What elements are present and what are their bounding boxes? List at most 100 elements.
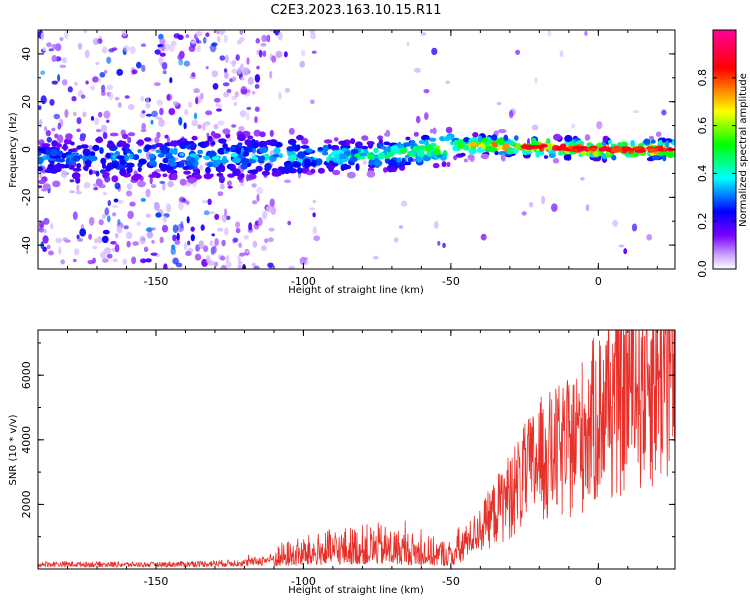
spectrogram-ridge-cell	[132, 154, 140, 161]
spectrogram-ridge-cell	[648, 135, 655, 141]
spectrogram-noise-speckle	[98, 111, 103, 118]
spectrogram-ridge-cell	[137, 149, 142, 154]
spectrogram-noise-speckle	[612, 219, 618, 227]
spectrogram-noise-speckle	[101, 46, 108, 54]
spectrogram-noise-speckle	[256, 194, 260, 202]
spectrogram-noise-speckle	[57, 122, 61, 130]
spectrogram-noise-speckle	[197, 124, 202, 129]
spectrogram-noise-speckle	[139, 235, 146, 245]
spectrogram-ridge-cell	[56, 143, 62, 148]
spectrogram-noise-speckle	[69, 190, 76, 194]
spectrogram-noise-speckle	[154, 136, 160, 144]
spectrogram-noise-speckle	[62, 237, 68, 242]
spectrogram-ridge-cell	[72, 156, 77, 162]
spectrogram-ridge-peak	[657, 147, 664, 152]
spectrogram-noise-speckle	[166, 136, 170, 144]
spectrogram-noise-speckle	[200, 224, 205, 231]
spectrogram-ridge-cell	[317, 167, 325, 174]
spectrogram-noise-speckle	[159, 107, 164, 116]
spectrogram-ticks: -150 -100 -50 0 -40 -20 0 20 40	[20, 29, 675, 288]
spectrogram-y-axis-label: Frequency (Hz)	[8, 112, 19, 188]
spectrogram-noise-speckle	[209, 240, 214, 247]
spectrogram-noise-speckle	[48, 48, 55, 52]
spectrogram-noise-speckle	[406, 41, 410, 47]
spectrogram-ridge-cell	[259, 131, 266, 138]
spectrogram-ridge-cell	[535, 150, 541, 158]
spectrogram-noise-speckle	[100, 251, 107, 259]
spectrogram-noise-speckle	[310, 99, 315, 105]
spectrogram-noise-speckle	[646, 234, 653, 241]
spectrogram-noise-speckle	[227, 185, 233, 189]
spectrogram-noise-speckle	[400, 200, 408, 207]
spectrogram-ridge-cell	[179, 152, 185, 157]
spectrogram-noise-speckle	[181, 198, 187, 202]
spectrogram-noise-speckle	[159, 52, 166, 57]
spectrogram-noise-speckle	[38, 185, 43, 189]
spectrogram-ridge-cell	[38, 179, 46, 184]
spectrogram-ridge-cell	[553, 133, 562, 141]
snr-x-tick-label: 0	[595, 575, 602, 588]
spectrogram-noise-speckle	[203, 245, 209, 253]
spectrogram-ridge-cell	[332, 169, 341, 176]
spectrogram-noise-speckle	[154, 49, 161, 55]
spectrogram-ridge-cell	[68, 148, 76, 153]
spectrogram-y-tick-label: -20	[20, 188, 33, 206]
spectrogram-ridge-cell	[363, 148, 369, 155]
spectrogram-ridge-cell	[468, 148, 477, 155]
spectrogram-ridge-cell	[580, 150, 586, 156]
spectrogram-ridge-cell	[334, 153, 340, 160]
spectrogram-noise-speckle	[45, 130, 51, 137]
spectrogram-noise-speckle	[185, 34, 190, 38]
spectrogram-noise-speckle	[58, 246, 62, 255]
spectrogram-noise-speckle	[198, 240, 205, 250]
spectrogram-noise-speckle	[257, 217, 263, 226]
spectrogram-noise-speckle	[102, 132, 108, 140]
spectrogram-ridge-cell	[288, 127, 295, 135]
spectrogram-noise-speckle	[571, 123, 576, 129]
spectrogram-ridge-cell	[155, 143, 164, 148]
spectrogram-noise-speckle	[268, 237, 274, 243]
spectrogram-noise-speckle	[190, 226, 195, 232]
spectrogram-noise-speckle	[278, 91, 282, 100]
spectrogram-ridge-cell	[284, 169, 290, 174]
spectrogram-noise-speckle	[300, 49, 306, 57]
spectrogram-noise-speckle	[186, 216, 190, 224]
spectrogram-noise-speckle	[46, 136, 52, 143]
spectrogram-ridge-cell	[102, 171, 109, 179]
spectrogram-ridge-cell	[105, 152, 111, 159]
spectrogram-ridge-cell	[543, 155, 549, 159]
spectrogram-ridge-cell	[303, 158, 311, 165]
spectrogram-noise-speckle	[219, 183, 225, 190]
spectrogram-noise-speckle	[101, 84, 106, 93]
spectrogram-noise-speckle	[247, 76, 254, 85]
spectrogram-noise-speckle	[162, 70, 167, 75]
spectrogram-noise-speckle	[224, 71, 229, 80]
spectrogram-noise-speckle	[126, 240, 131, 248]
spectrogram-marks	[38, 30, 675, 269]
spectrogram-noise-speckle	[153, 82, 161, 86]
spectrogram-ridge-peak	[598, 146, 610, 151]
spectrogram-noise-speckle	[88, 233, 92, 240]
spectrogram-noise-speckle	[43, 217, 50, 225]
spectrogram-ridge-cell	[498, 151, 507, 156]
spectrogram-ridge-cell	[268, 139, 278, 147]
spectrogram-noise-speckle	[394, 237, 399, 243]
spectrogram-noise-speckle	[123, 225, 129, 230]
spectrogram-ridge-cell	[494, 150, 499, 156]
spectrogram-ridge-cell	[111, 175, 119, 183]
spectrogram-noise-speckle	[167, 180, 174, 188]
spectrogram-ridge-cell	[366, 170, 376, 178]
spectrogram-ridge-cell	[383, 141, 391, 146]
spectrogram-ridge-cell	[491, 134, 498, 141]
spectrogram-noise-speckle	[312, 199, 317, 204]
spectrogram-ridge-cell	[662, 154, 667, 162]
spectrogram-noise-speckle	[168, 44, 175, 52]
spectrogram-noise-speckle	[178, 201, 184, 211]
spectrogram-noise-speckle	[124, 95, 130, 99]
snr-y-tick-label: 4000	[20, 426, 33, 454]
spectrogram-ridge-cell	[273, 147, 281, 155]
snr-x-tick-label: -100	[291, 575, 316, 588]
colorbar-tick-label: 0.2	[696, 212, 709, 230]
spectrogram-noise-speckle	[88, 216, 95, 226]
spectrogram-noise-speckle	[584, 30, 588, 36]
